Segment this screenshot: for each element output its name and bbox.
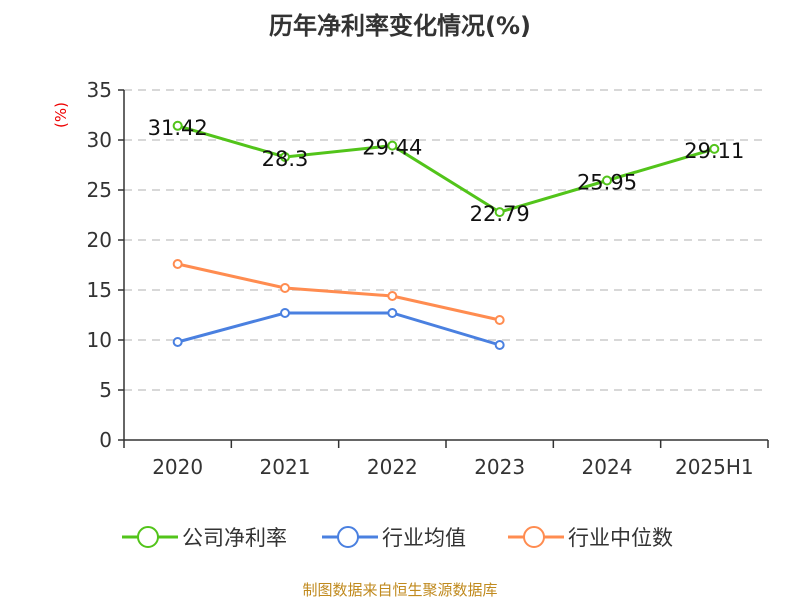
series-line xyxy=(177,262,500,322)
data-point xyxy=(172,120,183,131)
data-point xyxy=(280,283,290,293)
y-tick-label: 30 xyxy=(87,128,112,152)
data-label: 31.42 xyxy=(148,116,208,140)
x-tick-label: 2022 xyxy=(367,455,418,479)
y-tick-label: 0 xyxy=(99,428,112,452)
legend-item[interactable]: 公司净利率 xyxy=(122,522,287,552)
data-point xyxy=(709,143,720,154)
data-point xyxy=(602,175,612,186)
series-line xyxy=(177,311,501,347)
legend-label: 行业均值 xyxy=(382,526,466,550)
legend-marker-icon xyxy=(122,526,178,548)
data-point xyxy=(280,152,290,162)
legend-label: 行业中位数 xyxy=(568,526,673,550)
y-tick-label: 10 xyxy=(87,328,112,352)
legend-marker-icon xyxy=(322,526,378,548)
series-line xyxy=(177,124,715,214)
data-point xyxy=(280,308,290,318)
data-point xyxy=(172,337,183,347)
data-point xyxy=(172,259,183,269)
source-note: 制图数据来自恒生聚源数据库 xyxy=(302,581,498,599)
data-point xyxy=(494,315,505,325)
legend-item[interactable]: 行业均值 xyxy=(322,522,466,552)
y-tick-label: 20 xyxy=(87,228,112,252)
data-point xyxy=(494,207,505,218)
data-point xyxy=(387,291,398,301)
y-tick-label: 25 xyxy=(87,178,112,202)
data-point xyxy=(494,340,505,350)
legend-label: 公司净利率 xyxy=(182,526,287,550)
data-point xyxy=(387,140,398,151)
data-label: 29.44 xyxy=(362,136,422,160)
y-tick-label: 35 xyxy=(87,78,112,102)
data-label: 29.11 xyxy=(684,139,744,163)
legend-marker-icon xyxy=(508,526,564,548)
data-point xyxy=(387,308,398,318)
x-tick-label: 2025H1 xyxy=(675,455,754,479)
x-tick-label: 2021 xyxy=(260,455,311,479)
data-label: 28.3 xyxy=(262,147,309,171)
y-tick-label: 15 xyxy=(87,278,112,302)
x-tick-label: 2020 xyxy=(152,455,203,479)
chart-title: 历年净利率变化情况(%) xyxy=(269,12,531,40)
x-tick-label: 2024 xyxy=(582,455,633,479)
y-tick-label: 5 xyxy=(99,378,112,402)
x-tick-label: 2023 xyxy=(474,455,525,479)
data-label: 22.79 xyxy=(470,202,530,226)
legend-item[interactable]: 行业中位数 xyxy=(508,522,673,552)
data-label: 25.95 xyxy=(577,171,637,195)
